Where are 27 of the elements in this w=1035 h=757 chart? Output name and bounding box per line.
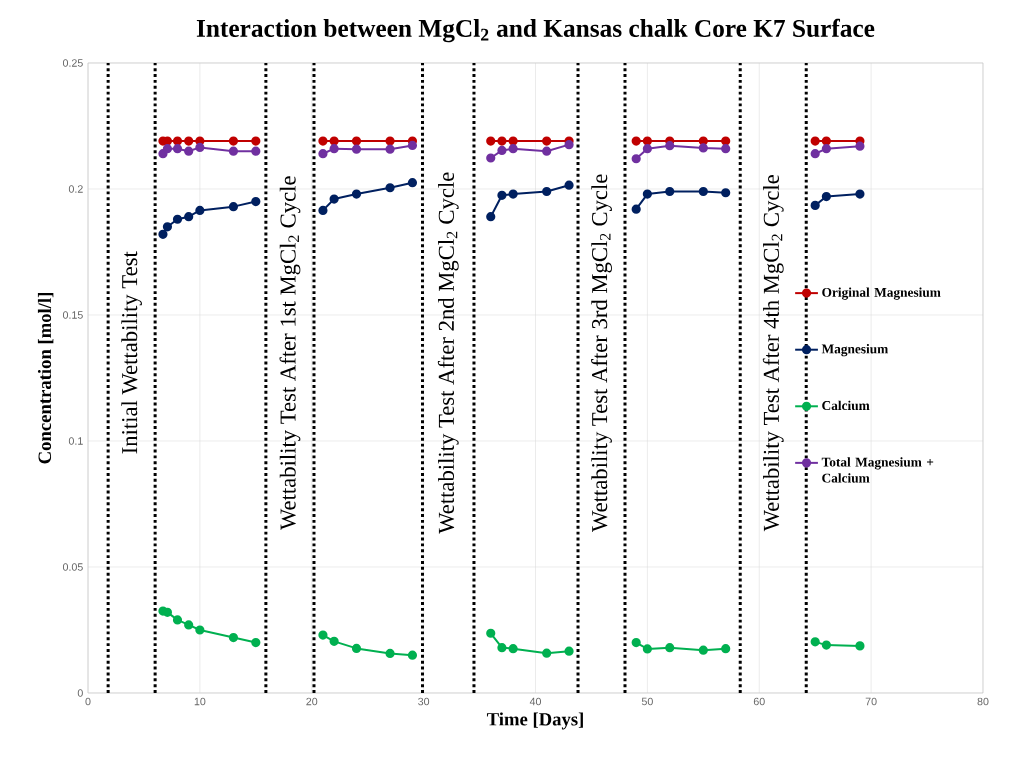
legend-label: Original Magnesium — [822, 287, 941, 300]
x-tick-label: 60 — [753, 697, 765, 706]
x-tick-label: 20 — [306, 697, 318, 706]
y-tick-label: 0.05 — [62, 563, 83, 571]
annotation: Initial Wettability Test — [121, 251, 142, 454]
annotation: Wettability Test After 2nd MgCl$_{2}$ Cycle — [437, 172, 459, 534]
x-tick-label: 0 — [85, 697, 91, 706]
legend-label: Magnesium — [821, 344, 889, 357]
x-tick-label: 10 — [194, 697, 206, 706]
y-tick-label: 0.2 — [68, 185, 83, 193]
x-tick-label: 80 — [977, 697, 989, 706]
x-tick-label: 50 — [641, 697, 653, 706]
legend-label: Total Magnesium + Calcium — [821, 457, 934, 483]
x-tick-label: 30 — [418, 697, 430, 706]
x-tick-label: 40 — [529, 697, 542, 706]
y-tick-label: 0.25 — [62, 59, 83, 67]
chart-title: Interaction between MgCl$_{2}$ and Kansas chalk Core K7 Surface — [196, 18, 875, 43]
x-axis-title: Time [Days] — [486, 712, 583, 730]
annotation: Wettability Test After 3rd MgCl$_{2}$ Cycle — [591, 174, 612, 532]
y-tick-label: 0 — [77, 689, 83, 697]
annotation: Wettability Test After 1st MgCl$_{2}$ Cycle — [279, 176, 301, 531]
x-tick-label: 70 — [865, 697, 877, 706]
y-tick-label: 0.1 — [68, 437, 83, 445]
annotation: Wettability Test After 4th MgCl$_{2}$ Cycle — [762, 175, 784, 532]
y-tick-label: 0.15 — [62, 311, 83, 319]
y-axis-title: Concentration [mol/l] — [37, 293, 54, 464]
legend-label: Calcium — [822, 400, 870, 411]
